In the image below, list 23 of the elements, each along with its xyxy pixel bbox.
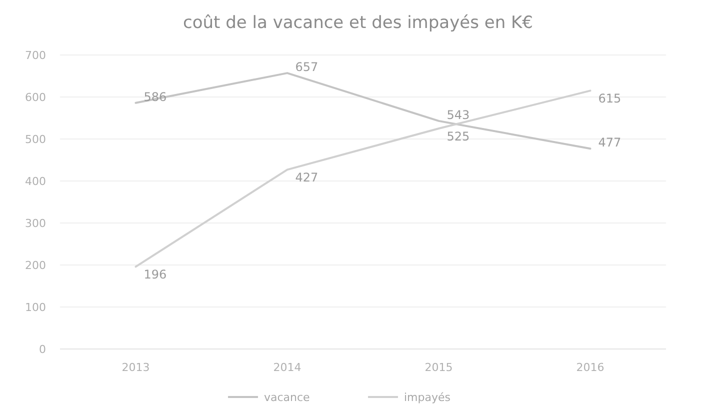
- x-tick-label: 2016: [576, 361, 604, 374]
- y-tick-label: 100: [25, 301, 46, 314]
- y-tick-label: 300: [25, 217, 46, 230]
- legend-label: vacance: [264, 391, 310, 404]
- y-tick-label: 700: [25, 49, 46, 62]
- data-label: 477: [598, 136, 622, 150]
- y-tick-label: 200: [25, 259, 46, 272]
- legend-label: impayés: [404, 391, 451, 404]
- x-tick-label: 2014: [273, 361, 302, 374]
- data-label: 427: [295, 170, 318, 185]
- data-label: 543: [446, 108, 470, 122]
- x-tick-label: 2015: [424, 361, 453, 374]
- y-tick-label: 600: [25, 91, 46, 104]
- data-label: 586: [144, 90, 167, 104]
- y-tick-label: 400: [25, 175, 46, 188]
- y-tick-label: 500: [25, 133, 46, 146]
- data-label: 615: [598, 92, 622, 106]
- y-tick-label: 0: [39, 343, 46, 356]
- data-label: 525: [446, 130, 470, 144]
- chart-title: coût de la vacance et des impayés en K€: [183, 13, 533, 33]
- data-label: 196: [144, 268, 167, 282]
- x-tick-label: 2013: [122, 361, 150, 374]
- data-label: 657: [295, 60, 318, 74]
